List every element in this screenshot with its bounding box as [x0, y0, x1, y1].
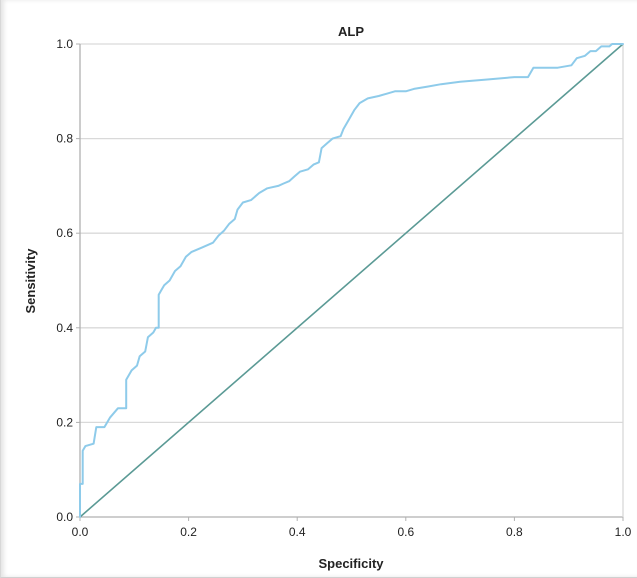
- gridlines: [80, 43, 623, 424]
- y-tick-label: 0.8: [56, 132, 73, 146]
- tick-labels: 0.0 0.2 0.4 0.6 0.8 1.0 0.0 0.2 0.4 0.6 0.8 1.0: [56, 37, 631, 539]
- y-tick-label: 0.2: [56, 415, 73, 429]
- roc-curve-line: [79, 43, 624, 518]
- x-axis-title: Specificity: [318, 556, 384, 571]
- x-tick-label: 0.8: [506, 525, 523, 539]
- y-axis-title: Sensitivity: [23, 248, 38, 314]
- y-tick-label: 0.6: [56, 226, 73, 240]
- x-tick-label: 0.0: [72, 525, 89, 539]
- reference-line: [79, 43, 624, 518]
- axes: [76, 43, 624, 521]
- x-tick-label: 1.0: [615, 525, 632, 539]
- y-tick-label: 0.4: [56, 321, 73, 335]
- y-tick-label: 0.0: [56, 510, 73, 524]
- x-tick-label: 0.6: [397, 525, 414, 539]
- x-tick-label: 0.2: [180, 525, 197, 539]
- y-tick-label: 1.0: [56, 37, 73, 51]
- series: [79, 43, 624, 518]
- chart-title: ALP: [338, 24, 364, 39]
- x-tick-label: 0.4: [289, 525, 306, 539]
